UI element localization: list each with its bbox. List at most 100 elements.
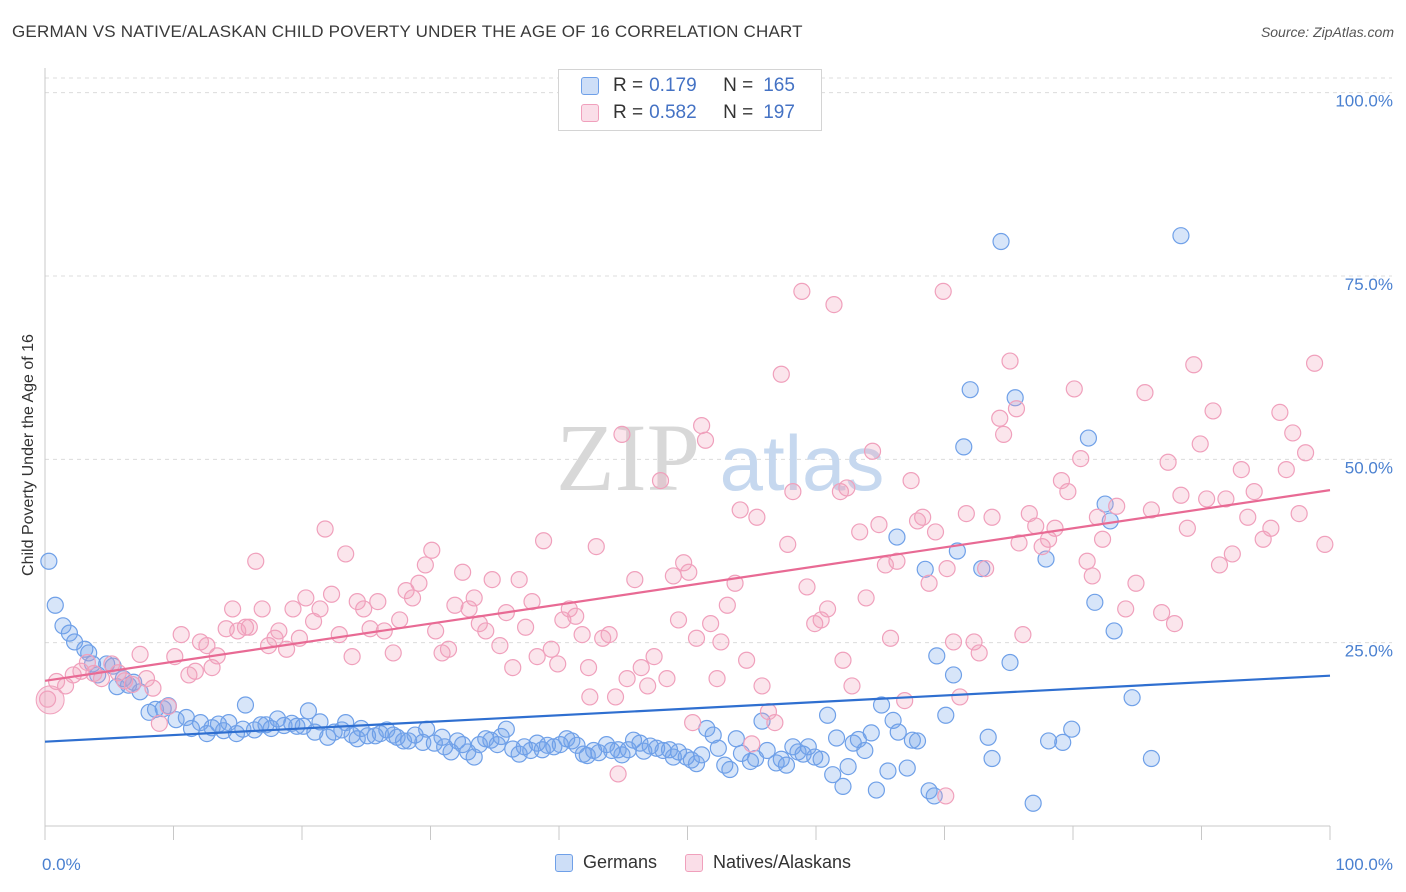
point-natives (1052, 472, 1071, 490)
point-natives (270, 622, 288, 640)
point-natives (712, 633, 730, 651)
point-germans (928, 647, 946, 665)
point-natives (784, 483, 802, 501)
point-germans (545, 738, 563, 756)
point-natives (743, 735, 761, 753)
point-natives (1117, 600, 1135, 618)
tick-labels: 25.0% 50.0% 75.0% 100.0% 0.0% 100.0% (42, 92, 1393, 874)
watermark-atlas: atlas (720, 419, 885, 507)
point-natives (926, 523, 945, 541)
point-natives (779, 535, 797, 554)
point-germans (867, 781, 885, 799)
point-natives (427, 622, 445, 640)
point-natives (1072, 450, 1090, 468)
legend-r-label: R = (613, 75, 644, 96)
point-natives (297, 589, 315, 607)
point-natives (528, 647, 546, 666)
point-germans (497, 720, 515, 738)
point-germans (648, 739, 666, 757)
point-germans (603, 741, 621, 760)
point-natives (934, 282, 952, 300)
point-natives (965, 633, 983, 651)
point-natives (355, 600, 373, 618)
point-germans (812, 750, 830, 768)
legend-item-germans[interactable]: Germans (554, 852, 657, 873)
point-natives (957, 504, 975, 523)
point-natives (753, 677, 771, 695)
point-natives (798, 578, 816, 596)
correlation-legend: R = 0.179 N = 165 R = 0.582 N = 197 (558, 69, 822, 131)
point-natives (825, 296, 843, 314)
point-natives (651, 472, 670, 490)
point-germans (944, 666, 963, 684)
point-germans (40, 552, 58, 570)
point-natives (944, 633, 963, 651)
point-natives (516, 618, 535, 636)
axes (44, 68, 1331, 840)
point-germans (920, 782, 938, 800)
point-germans (839, 757, 857, 776)
point-natives (549, 655, 567, 673)
point-natives (708, 669, 726, 688)
point-germans (1172, 227, 1190, 245)
point-germans (538, 736, 557, 754)
point-natives (491, 636, 509, 655)
point-natives (600, 625, 618, 644)
point-natives (581, 688, 599, 706)
point-natives (454, 563, 472, 581)
point-natives (669, 611, 688, 629)
x-tick-label-max: 100.0% (1335, 855, 1393, 874)
point-germans (879, 762, 897, 780)
legend-r-value: 0.582 (649, 102, 697, 123)
point-germans (727, 730, 745, 748)
point-natives (465, 589, 483, 607)
point-germans (961, 381, 979, 399)
point-natives (1046, 519, 1064, 537)
point-natives (609, 765, 627, 783)
point-natives (384, 644, 402, 662)
series-natives (38, 282, 1334, 805)
point-germans (758, 741, 776, 760)
point-natives (1271, 403, 1289, 421)
point-natives (172, 625, 190, 644)
point-natives (403, 589, 422, 607)
y-tick-label: 25.0% (1345, 642, 1393, 661)
point-natives (658, 669, 676, 688)
point-germans (1039, 732, 1058, 750)
point-germans (641, 737, 659, 755)
legend-n-value: 165 (763, 75, 795, 96)
point-natives (983, 508, 1001, 526)
point-natives (938, 559, 956, 578)
point-natives (1223, 545, 1241, 563)
point-natives (1083, 567, 1101, 585)
point-natives (38, 690, 57, 708)
x-tick-label-min: 0.0% (42, 855, 81, 874)
point-natives (78, 653, 97, 672)
point-natives (870, 515, 888, 534)
point-germans (1054, 733, 1072, 752)
point-natives (330, 625, 348, 644)
point-natives (1305, 354, 1324, 372)
point-germans (992, 232, 1010, 251)
point-natives (1108, 497, 1126, 515)
trend-line-germans (44, 674, 1331, 743)
point-germans (979, 728, 997, 746)
point-germans (400, 732, 418, 750)
point-natives (236, 618, 255, 636)
point-natives (150, 714, 168, 732)
point-natives (766, 713, 784, 732)
point-natives (834, 651, 852, 669)
series-legend: Germans Natives/Alaskans (0, 852, 1406, 873)
point-natives (1172, 486, 1190, 504)
point-natives (1245, 483, 1263, 501)
point-natives (738, 651, 756, 669)
point-natives (896, 691, 914, 710)
point-natives (483, 570, 501, 589)
point-natives (534, 532, 553, 550)
legend-item-natives[interactable]: Natives/Alaskans (684, 852, 851, 873)
point-natives (1007, 400, 1026, 418)
point-germans (753, 712, 771, 730)
point-germans (664, 748, 682, 766)
point-germans (46, 596, 64, 614)
